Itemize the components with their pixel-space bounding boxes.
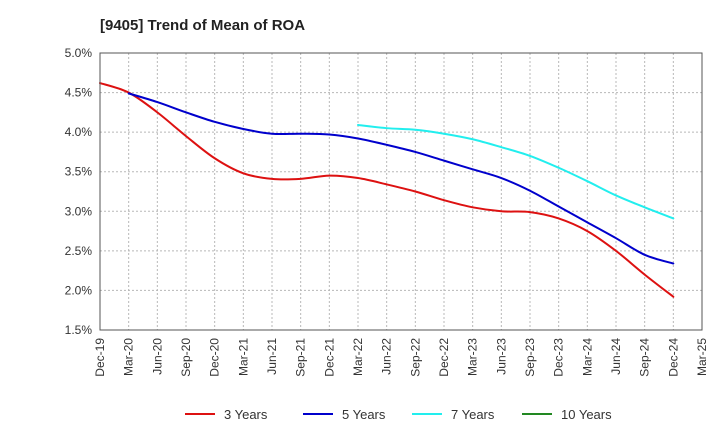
x-tick-label: Sep-23 (523, 338, 537, 377)
plot-frame (99, 52, 703, 331)
x-tick-label: Jun-23 (494, 338, 508, 375)
chart-title: [9405] Trend of Mean of ROA (100, 17, 305, 34)
x-tick-label: Mar-24 (580, 338, 594, 376)
x-tick-label: Jun-24 (609, 338, 623, 375)
legend-label: 10 Years (561, 407, 612, 422)
y-tick-label: 2.5% (65, 244, 93, 258)
legend-label: 7 Years (451, 407, 495, 422)
x-tick-label: Mar-20 (122, 338, 136, 376)
x-tick-label: Jun-21 (265, 338, 279, 375)
x-tick-label: Sep-21 (294, 338, 308, 377)
x-tick-label: Dec-24 (666, 338, 680, 377)
axis-layer: 1.5% 2.0% 2.5% 3.0% 3.5% 4.0% 4.5% 5.0% Dec-19 Ma… (65, 46, 709, 377)
y-tick-label: 3.0% (65, 204, 93, 218)
x-tick-label: Mar-25 (695, 338, 709, 376)
legend: 3 Years 5 Years 7 Years 10 Years (185, 407, 612, 422)
y-tick-label: 4.0% (65, 125, 93, 139)
x-tick-label: Sep-24 (638, 338, 652, 377)
y-tick-label: 5.0% (65, 46, 93, 60)
y-tick-label: 3.5% (65, 165, 93, 179)
series-layer (99, 82, 675, 298)
series-line-5-years (127, 92, 675, 265)
y-tick-label: 2.0% (65, 283, 93, 297)
x-tick-label: Sep-22 (408, 338, 422, 377)
x-tick-label: Mar-21 (236, 338, 250, 376)
series-line-3-years (99, 82, 675, 298)
x-tick-label: Mar-23 (466, 338, 480, 376)
legend-label: 5 Years (342, 407, 386, 422)
legend-label: 3 Years (224, 407, 268, 422)
y-tick-label: 4.5% (65, 86, 93, 100)
x-tick-label: Dec-21 (322, 338, 336, 377)
x-tick-label: Mar-22 (351, 338, 365, 376)
x-tick-label: Dec-23 (552, 338, 566, 377)
y-tick-label: 1.5% (65, 323, 93, 337)
x-tick-label: Dec-19 (93, 338, 107, 377)
x-tick-label: Dec-22 (437, 338, 451, 377)
x-tick-label: Jun-22 (380, 338, 394, 375)
x-tick-label: Sep-20 (179, 338, 193, 377)
x-tick-label: Dec-20 (208, 338, 222, 377)
series-line-7-years (357, 124, 675, 220)
x-tick-label: Jun-20 (150, 338, 164, 375)
grid-layer (99, 52, 703, 331)
